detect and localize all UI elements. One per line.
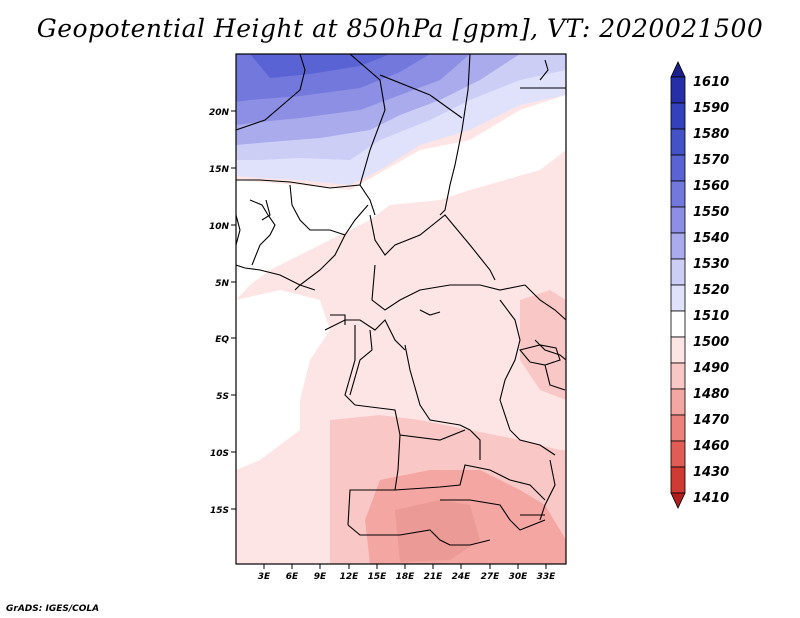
field-1570-1580 <box>250 54 390 78</box>
colorbar-swatch <box>670 102 686 130</box>
lat-label: 15N <box>209 165 230 175</box>
lon-ticks <box>263 564 547 569</box>
lat-label: 5S <box>216 392 229 402</box>
colorbar-label: 1480 <box>693 387 729 402</box>
country-borders <box>236 54 566 546</box>
colorbar-label: 1560 <box>693 179 729 194</box>
lat-label: 10N <box>209 222 230 232</box>
colorbar-label: 1410 <box>693 491 729 506</box>
colorbar-label: 1460 <box>693 439 729 454</box>
colorbar-label: 1580 <box>693 127 729 142</box>
colorbar-swatch <box>670 310 686 338</box>
colorbar-label: 1500 <box>693 335 729 350</box>
lon-label: 3E <box>258 572 271 582</box>
lon-label: 6E <box>286 572 299 582</box>
colorbar-label: 1590 <box>693 101 729 116</box>
map-frame <box>235 53 567 565</box>
field-1490-1500-east <box>520 290 566 400</box>
colorbar-label: 1570 <box>693 153 729 168</box>
colorbar-label: 1470 <box>693 413 729 428</box>
colorbar-swatch <box>670 180 686 208</box>
colorbar-label: 1520 <box>693 283 729 298</box>
lon-label: 33E <box>537 572 557 582</box>
colorbar-label: 1540 <box>693 231 729 246</box>
colorbar-swatch <box>670 388 686 416</box>
colorbar-swatch <box>670 440 686 468</box>
lat-label: 10S <box>210 449 229 459</box>
colorbar-label: 1430 <box>693 465 729 480</box>
lon-label: 21E <box>424 572 444 582</box>
chart-title: Geopotential Height at 850hPa [gpm], VT:… <box>36 14 764 43</box>
colorbar-label: 1610 <box>693 75 729 90</box>
lat-label: 5N <box>215 279 229 289</box>
lat-labels: 20N 15N 10N 5N EQ 5S 10S 15S <box>209 108 230 516</box>
colorbar-swatch <box>670 232 686 260</box>
lon-label: 30E <box>509 572 529 582</box>
lat-ticks <box>231 110 236 510</box>
lat-label: EQ <box>215 335 229 345</box>
lon-label: 27E <box>481 572 501 582</box>
colorbar-swatch <box>670 154 686 182</box>
lon-label: 18E <box>396 572 416 582</box>
colorbar-swatch <box>670 258 686 286</box>
colorbar-swatch <box>670 76 686 104</box>
colorbar-swatch <box>670 414 686 442</box>
colorbar-swatch <box>670 362 686 390</box>
lon-label: 15E <box>368 572 388 582</box>
lat-label: 15S <box>210 506 229 516</box>
colorbar-label: 1550 <box>693 205 729 220</box>
field-1510-1520-north <box>236 95 566 300</box>
colorbar-label: 1530 <box>693 257 729 272</box>
colorbar-label: 1510 <box>693 309 729 324</box>
colorbar-swatch <box>670 466 686 494</box>
colorbar: 1610 1590 1580 1570 1560 1550 1540 1530 1520 1510… <box>670 61 729 509</box>
colorbar-top-arrow <box>670 61 686 78</box>
height-field <box>236 54 566 564</box>
lon-label: 9E <box>314 572 327 582</box>
colorbar-swatch <box>670 284 686 312</box>
colorbar-bottom-arrow <box>670 492 686 509</box>
colorbar-swatch <box>670 336 686 364</box>
lat-label: 20N <box>209 108 230 118</box>
colorbar-label: 1490 <box>693 361 729 376</box>
colorbar-swatch <box>670 206 686 234</box>
field-1510-1520-ocean <box>236 290 330 470</box>
lon-labels: 3E 6E 9E 12E 15E 18E 21E 24E 27E 30E 33E <box>258 572 556 582</box>
lon-label: 24E <box>452 572 472 582</box>
colorbar-swatch <box>670 128 686 156</box>
grads-credit: GrADS: IGES/COLA <box>6 604 100 614</box>
lon-label: 12E <box>340 572 360 582</box>
